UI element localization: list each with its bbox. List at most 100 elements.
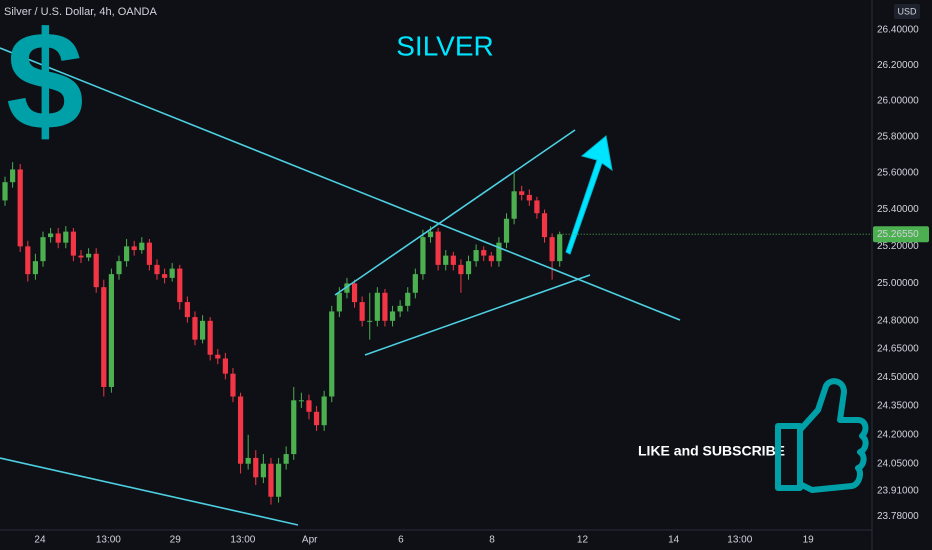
y-tick-label: 24.05000 — [877, 458, 919, 469]
candle-body — [253, 457, 259, 478]
candle-body — [503, 218, 510, 243]
x-tick-label: Apr — [302, 535, 318, 546]
chart-title: SILVER — [396, 30, 494, 61]
candle-body — [336, 292, 342, 312]
candle-body — [496, 242, 502, 262]
candle-body — [465, 261, 472, 275]
candle-body — [557, 234, 563, 262]
candle-body — [10, 169, 16, 183]
candle-body — [412, 274, 418, 293]
candle-body — [78, 255, 84, 258]
candle-body — [389, 311, 396, 321]
candles — [2, 162, 563, 505]
candle-body — [222, 358, 228, 374]
currency-badge — [894, 4, 920, 19]
candle-body — [283, 454, 289, 464]
candle-body — [40, 237, 46, 262]
candle-body — [48, 233, 54, 238]
candle-body — [116, 261, 122, 275]
y-tick-label: 24.65000 — [877, 344, 919, 355]
candle-body — [199, 320, 206, 340]
candle-body — [397, 305, 403, 312]
candle-body — [184, 302, 190, 318]
candle-body — [25, 246, 31, 275]
candle-body — [32, 261, 39, 275]
candle-body — [519, 191, 525, 195]
y-tick-label: 25.40000 — [877, 204, 919, 215]
x-tick-label: 14 — [668, 535, 680, 546]
y-tick-label: 23.91000 — [877, 486, 919, 497]
candle-body — [435, 231, 441, 265]
y-tick-label: 23.78000 — [877, 511, 919, 522]
candle-body — [108, 274, 114, 387]
candle-body — [245, 457, 251, 464]
candle-body — [329, 311, 335, 397]
candle-body — [63, 231, 69, 243]
candle-body — [123, 246, 130, 262]
candle-body — [139, 242, 145, 251]
candle-body — [85, 253, 92, 258]
candle-body — [306, 400, 312, 412]
candle-body — [275, 463, 282, 497]
y-tick-label: 26.40000 — [877, 25, 919, 36]
candle-body — [131, 246, 137, 251]
candle-body — [488, 255, 494, 262]
candle-body — [541, 213, 548, 238]
candle-body — [374, 292, 380, 321]
candle-body — [93, 253, 99, 288]
candle-body — [215, 354, 221, 359]
y-tick-label: 25.80000 — [877, 132, 919, 143]
x-tick-label: 12 — [577, 535, 589, 546]
candle-body — [230, 373, 236, 397]
candle-body — [17, 169, 23, 247]
candle-body — [526, 194, 532, 201]
candle-body — [291, 400, 297, 455]
candle-body — [511, 191, 517, 219]
y-tick-label: 25.20000 — [877, 241, 919, 252]
candle-body — [146, 242, 152, 265]
symbol-label: Silver / U.S. Dollar, 4h, OANDA — [4, 6, 157, 18]
trendline — [0, 47, 681, 321]
candle-body — [351, 283, 358, 303]
candle-body — [344, 283, 350, 293]
thumbs-up-icon — [775, 378, 869, 493]
y-tick-label: 25.60000 — [877, 168, 919, 179]
thumb-cuff — [775, 423, 803, 491]
candle-body — [268, 463, 274, 497]
y-tick-label: 24.35000 — [877, 401, 919, 412]
last-price-badge — [873, 226, 929, 243]
candle-body — [458, 264, 464, 275]
y-tick-label: 24.20000 — [877, 429, 919, 440]
dollar-icon: $ — [6, 2, 84, 159]
x-tick-label: 6 — [398, 535, 404, 546]
candle-body — [70, 231, 77, 256]
candle-body — [382, 292, 388, 321]
y-tick-label: 24.50000 — [877, 372, 919, 383]
y-tick-label: 26.20000 — [877, 60, 919, 71]
candle-body — [2, 182, 8, 201]
x-tick-label: 13:00 — [230, 535, 255, 546]
trendlines — [0, 47, 681, 526]
x-tick-label: 13:00 — [96, 535, 121, 546]
candle-body — [101, 287, 107, 387]
x-tick-label: 13:00 — [727, 535, 752, 546]
candle-body — [321, 396, 327, 426]
y-tick-label: 24.80000 — [877, 315, 919, 326]
candle-body — [177, 268, 183, 303]
candle-body — [473, 250, 479, 262]
x-tick-label: 19 — [803, 535, 815, 546]
candle-body — [161, 274, 168, 278]
candle-body — [443, 255, 449, 265]
candle-body — [55, 233, 61, 243]
y-tick-label: 26.00000 — [877, 96, 919, 107]
annotation: LIKE and SUBSCRIBE — [638, 443, 785, 459]
trendline — [334, 129, 576, 296]
candle-body — [367, 320, 373, 322]
candle-body — [313, 411, 320, 426]
currency-label: USD — [897, 6, 917, 16]
candle-body — [534, 200, 540, 214]
y-tick-label: 25.00000 — [877, 278, 919, 289]
last-price-label: 25.26550 — [877, 229, 919, 240]
candle-body — [359, 302, 365, 321]
candle-body — [427, 231, 434, 238]
